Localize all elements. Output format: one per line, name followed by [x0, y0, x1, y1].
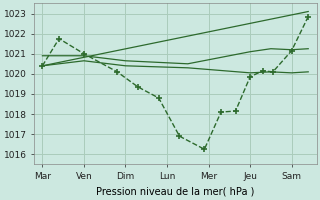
X-axis label: Pression niveau de la mer( hPa ): Pression niveau de la mer( hPa ) — [96, 187, 254, 197]
